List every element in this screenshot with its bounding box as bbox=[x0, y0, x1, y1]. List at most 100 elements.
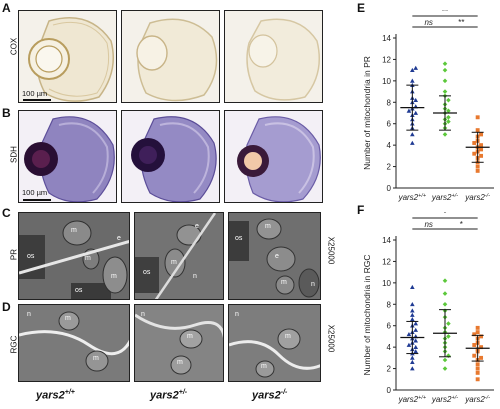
cox-image-het bbox=[121, 10, 220, 103]
rgc-em-texture-wt bbox=[19, 305, 129, 381]
chart-f-ytick-label: 2 bbox=[387, 365, 392, 374]
chart-f-point bbox=[475, 377, 480, 382]
pr-em-texture-ko bbox=[229, 213, 320, 299]
genotype-label-wt: yars2+/+ bbox=[36, 389, 75, 402]
panel-letter-c: C bbox=[2, 206, 11, 220]
chart-f-point bbox=[472, 343, 477, 347]
scale-label-b: 100 µm bbox=[22, 188, 48, 197]
cox-image-wt: 100 µm bbox=[18, 10, 117, 103]
pr-label-ko-1: os bbox=[235, 235, 243, 242]
chart-e-point bbox=[406, 108, 412, 113]
panel-letter-d: D bbox=[2, 300, 11, 314]
chart-e-ytick-label: 10 bbox=[382, 77, 391, 86]
chart-e-point bbox=[442, 67, 448, 73]
chart-e-point bbox=[446, 97, 451, 103]
pr-em-texture-wt bbox=[19, 213, 129, 299]
chart-f-ytick-label: 14 bbox=[382, 236, 391, 245]
chart-f-point bbox=[479, 355, 484, 360]
genotype-label-het: yars2+/- bbox=[150, 389, 188, 402]
chart-f: 0 2 4 6 8 10 12 14 Number of mitochondria in RGC… bbox=[362, 212, 494, 404]
chart-e-ylabel: Number of mitochondria in PR bbox=[362, 56, 372, 170]
chart-e-point bbox=[479, 153, 484, 158]
pr-label-het-1: e bbox=[195, 223, 199, 230]
chart-e-point bbox=[475, 164, 480, 169]
chart-e-point bbox=[413, 65, 419, 70]
chart-f-point bbox=[442, 366, 448, 371]
scale-label-a: 100 µm bbox=[22, 89, 48, 98]
magnification-pr: X25000 bbox=[326, 236, 336, 265]
chart-f-point bbox=[479, 334, 484, 339]
chart-e-point bbox=[442, 89, 448, 94]
chart-e-point bbox=[472, 141, 477, 145]
rgc-label-het-3: m bbox=[177, 359, 183, 366]
chart-e-point bbox=[413, 97, 419, 102]
chart-e-point bbox=[475, 115, 480, 120]
chart-e-ytick-label: 2 bbox=[387, 163, 392, 172]
chart-e-point bbox=[472, 151, 477, 156]
pr-em-texture-het bbox=[135, 213, 223, 299]
chart-e-ytick-label: 0 bbox=[387, 184, 392, 193]
rgc-em-het: n m m bbox=[134, 304, 224, 382]
chart-f-point bbox=[446, 334, 451, 339]
chart-e-point bbox=[475, 168, 480, 173]
chart-e: 0 2 4 6 8 10 12 14 Number of mitochondria in PR y… bbox=[362, 10, 494, 202]
pr-label-wt-1: os bbox=[27, 253, 35, 260]
chart-e-point bbox=[479, 147, 484, 152]
chart-e-point bbox=[446, 114, 451, 120]
chart-f-point bbox=[410, 366, 415, 371]
chart-e-point bbox=[446, 108, 451, 114]
chart-e-point bbox=[479, 132, 484, 137]
cox-section-ko bbox=[246, 18, 320, 101]
chart-f-ytick-label: 0 bbox=[387, 386, 392, 395]
chart-e-point bbox=[410, 140, 415, 145]
rgc-label-het-2: m bbox=[187, 333, 193, 340]
chart-e-ytick-label: 4 bbox=[387, 141, 392, 150]
rgc-label-wt-2: m bbox=[65, 315, 71, 322]
chart-f-point bbox=[475, 366, 480, 371]
chart-e-xtick-label: yars2+/- bbox=[431, 193, 458, 202]
chart-e-point bbox=[442, 61, 448, 67]
chart-f-ytick-label: 10 bbox=[382, 279, 391, 288]
rgc-label-wt-3: m bbox=[93, 355, 99, 362]
rgc-label-ko-3: m bbox=[261, 363, 267, 370]
genotype-label-ko: yars2-/- bbox=[252, 389, 288, 402]
chart-f-point bbox=[410, 312, 415, 317]
pr-label-wt-2: m bbox=[71, 227, 77, 234]
chart-f-ylabel: Number of mitochondria in RGC bbox=[362, 255, 372, 376]
chart-e-sig-label: ** bbox=[458, 18, 464, 27]
rgc-label-wt-1: n bbox=[27, 311, 31, 318]
chart-f-point bbox=[442, 357, 448, 363]
pr-label-wt-5: m bbox=[111, 273, 117, 280]
chart-f-point bbox=[413, 338, 419, 343]
chart-f-point bbox=[410, 284, 415, 289]
scale-bar-b bbox=[23, 199, 51, 201]
chart-e-point bbox=[410, 78, 415, 83]
chart-f-ytick-label: 4 bbox=[387, 343, 392, 352]
chart-f-point bbox=[410, 308, 415, 313]
chart-e-sig-label: ** bbox=[442, 10, 448, 16]
cox-image-ko bbox=[224, 10, 323, 103]
sdh-section-ko bbox=[237, 116, 321, 202]
pr-em-het: e os m n bbox=[134, 212, 224, 300]
chart-e-point bbox=[410, 67, 415, 72]
sdh-image-wt: 100 µm bbox=[18, 110, 117, 203]
chart-e-point bbox=[442, 78, 448, 84]
chart-f-sig-label: * bbox=[460, 220, 463, 229]
scale-bar-a bbox=[23, 99, 51, 101]
sdh-section-het bbox=[131, 116, 217, 202]
cox-section-wt bbox=[28, 17, 114, 102]
chart-f-sig-label: ns bbox=[424, 220, 432, 229]
chart-f-point bbox=[475, 325, 480, 330]
chart-f-point bbox=[410, 316, 415, 322]
chart-e-point bbox=[442, 132, 448, 137]
pr-label-ko-5: n bbox=[311, 281, 315, 288]
pr-label-ko-2: m bbox=[265, 223, 271, 230]
chart-e-point bbox=[475, 128, 480, 133]
rgc-label-ko-1: n bbox=[235, 311, 239, 318]
cox-section-het bbox=[136, 18, 218, 102]
chart-e-point bbox=[446, 119, 451, 124]
rgc-em-wt: n m m bbox=[18, 304, 130, 382]
chart-f-ytick-label: 8 bbox=[387, 300, 392, 309]
chart-f-xtick-label: yars2+/- bbox=[431, 395, 458, 404]
chart-f-point bbox=[475, 330, 480, 335]
